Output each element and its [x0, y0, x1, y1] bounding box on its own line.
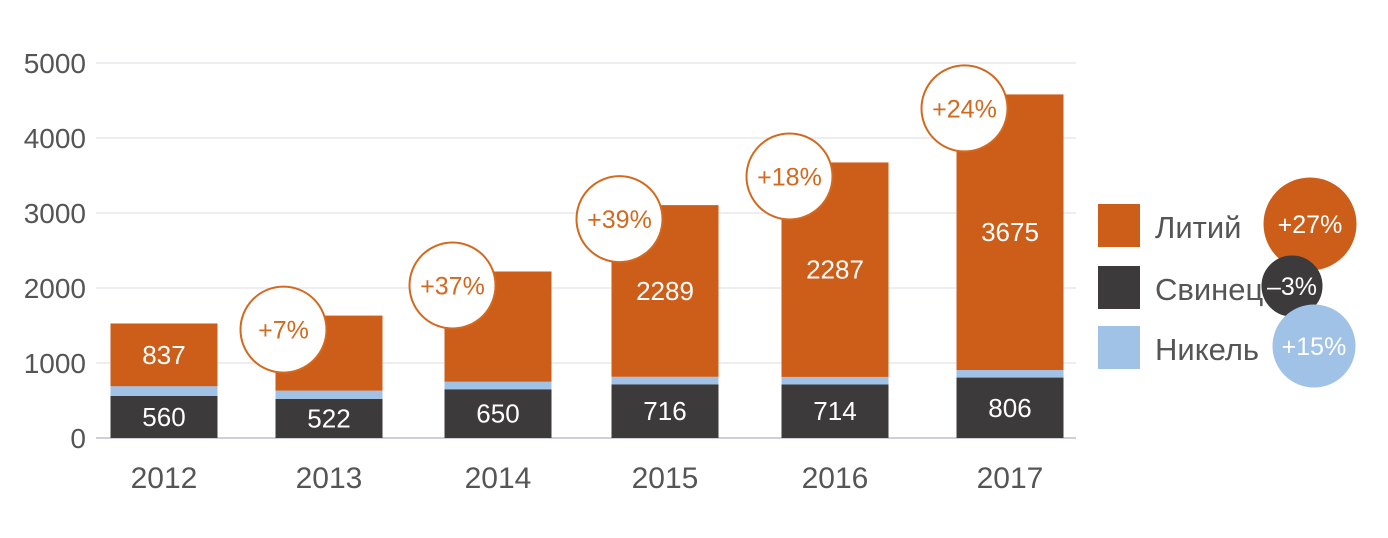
data-labels: 560 837 522 650 716 2289 714 2287 806 3675: [142, 217, 1039, 433]
data-label: 2289: [636, 276, 694, 306]
x-tick-label: 2013: [296, 462, 363, 495]
data-label: 714: [813, 396, 856, 426]
legend-label: Свинец: [1155, 272, 1264, 307]
growth-badge-label: +39%: [587, 206, 652, 234]
growth-badge: [920, 64, 1009, 153]
legend-label: Никель: [1155, 332, 1259, 367]
bar-segment-Никель: [275, 390, 383, 399]
bar-segment-Свинец: [110, 396, 218, 438]
legend-swatch: [1098, 204, 1140, 247]
x-axis-ticks: 2012 2013 2014 2015 2016 2017: [131, 462, 1044, 495]
bar-segment-Свинец: [781, 384, 889, 438]
bar-segment-Никель: [444, 381, 552, 390]
growth-badge: [745, 132, 834, 221]
data-label: 837: [142, 340, 185, 370]
data-label: 806: [988, 393, 1031, 423]
data-label: 650: [476, 399, 519, 429]
growth-badge: [239, 285, 328, 374]
legend-swatch: [1098, 266, 1140, 309]
y-tick-label: 3000: [24, 198, 86, 229]
growth-badge-label: +7%: [258, 317, 309, 345]
legend-growth-label: +15%: [1282, 333, 1347, 361]
x-tick-label: 2014: [465, 462, 532, 495]
data-label: 560: [142, 402, 185, 432]
bar-segment-Свинец: [611, 384, 719, 438]
bar-segment-Литий: [110, 323, 218, 387]
bar-segment-Свинец: [275, 398, 383, 438]
bar-segment-Никель: [956, 370, 1064, 378]
data-label: 3675: [981, 217, 1039, 247]
bar-segment-Свинец: [956, 377, 1064, 438]
x-tick-label: 2017: [977, 462, 1044, 495]
legend: Литий +27% Свинец –3% Никель +15%: [1098, 177, 1357, 388]
bar-segment-Никель: [781, 376, 889, 385]
y-tick-label: 5000: [24, 48, 86, 79]
growth-badge-label: +18%: [757, 163, 822, 191]
legend-growth-badge: [1272, 304, 1356, 388]
data-label: 2287: [806, 255, 864, 285]
y-axis-ticks: 0 1000 2000 3000 4000 5000: [24, 48, 86, 454]
growth-badges: +7% +37% +39% +18% +24%: [239, 64, 1009, 374]
x-tick-label: 2012: [131, 462, 198, 495]
bar-segment-Никель: [110, 386, 218, 396]
bar-segment-Свинец: [444, 389, 552, 438]
growth-badge: [408, 241, 497, 330]
growth-badge: [575, 175, 664, 264]
legend-growth-label: –3%: [1267, 273, 1317, 301]
y-tick-label: 1000: [24, 348, 86, 379]
growth-badge-label: +37%: [420, 273, 485, 301]
bars: [110, 94, 1064, 438]
growth-badge-label: +24%: [932, 95, 997, 123]
y-tick-label: 2000: [24, 273, 86, 304]
x-tick-label: 2015: [632, 462, 699, 495]
legend-growth-label: +27%: [1278, 211, 1343, 239]
data-label: 522: [307, 403, 350, 433]
y-tick-label: 4000: [24, 123, 86, 154]
y-tick-label: 0: [70, 423, 86, 454]
bar-segment-Никель: [611, 376, 719, 385]
x-tick-label: 2016: [802, 462, 869, 495]
legend-label: Литий: [1155, 210, 1242, 245]
data-label: 716: [643, 396, 686, 426]
legend-swatch: [1098, 326, 1140, 369]
